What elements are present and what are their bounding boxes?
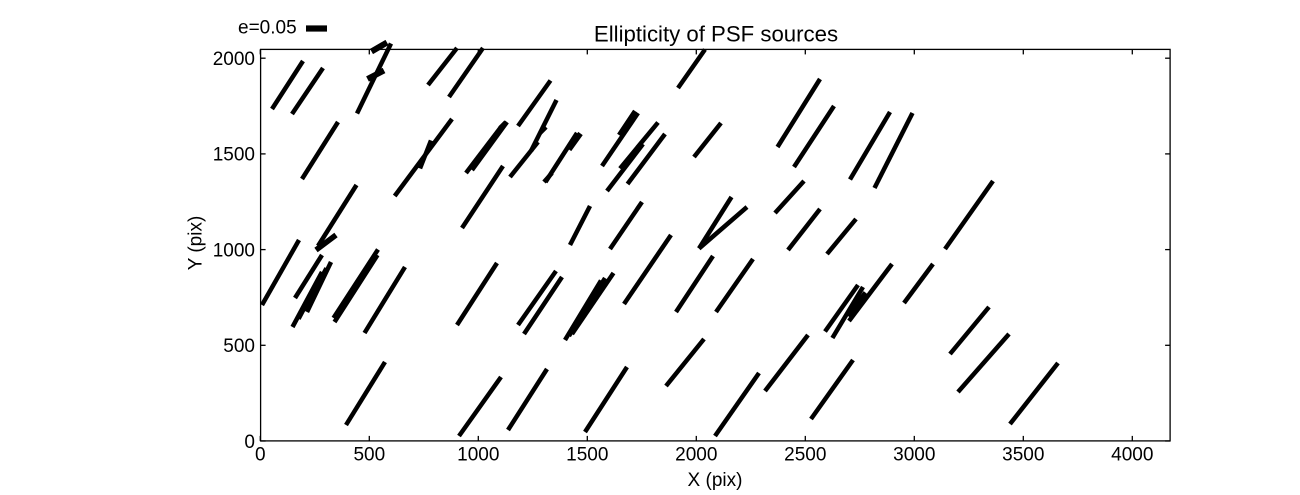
svg-text:3500: 3500 (1002, 445, 1044, 466)
svg-text:Y (pix): Y (pix) (186, 216, 207, 271)
svg-text:2500: 2500 (784, 445, 826, 466)
svg-text:0: 0 (255, 445, 266, 466)
svg-text:Ellipticity of PSF sources: Ellipticity of PSF sources (594, 22, 838, 47)
svg-text:1500: 1500 (566, 445, 608, 466)
svg-text:1000: 1000 (457, 445, 499, 466)
svg-text:500: 500 (223, 336, 255, 357)
svg-text:e=0.05: e=0.05 (238, 18, 297, 39)
svg-text:X (pix): X (pix) (688, 470, 743, 490)
svg-text:2000: 2000 (213, 49, 255, 70)
svg-text:3000: 3000 (893, 445, 935, 466)
svg-text:500: 500 (353, 445, 385, 466)
svg-text:1500: 1500 (213, 145, 255, 166)
svg-text:4000: 4000 (1111, 445, 1153, 466)
svg-text:1000: 1000 (213, 240, 255, 261)
svg-text:2000: 2000 (675, 445, 717, 466)
svg-text:0: 0 (244, 432, 255, 453)
